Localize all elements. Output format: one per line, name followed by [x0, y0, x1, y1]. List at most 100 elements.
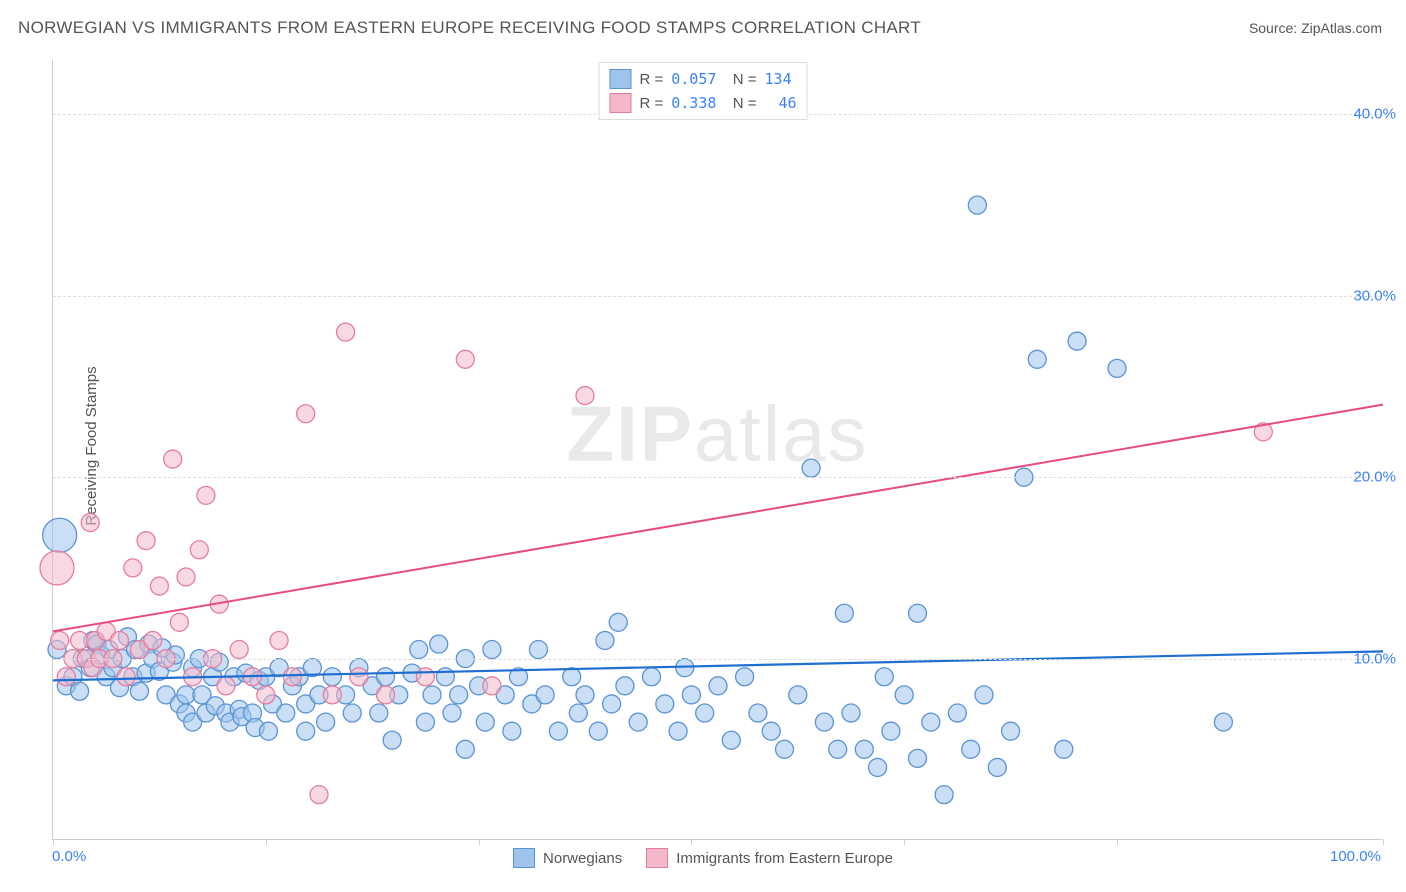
- data-point: [696, 704, 714, 722]
- data-point: [975, 686, 993, 704]
- data-point: [776, 740, 794, 758]
- data-point: [829, 740, 847, 758]
- data-point: [1055, 740, 1073, 758]
- data-point: [277, 704, 295, 722]
- data-point: [842, 704, 860, 722]
- data-point: [57, 668, 75, 686]
- source-link[interactable]: ZipAtlas.com: [1301, 20, 1382, 36]
- data-point: [875, 668, 893, 686]
- chart-container: NORWEGIAN VS IMMIGRANTS FROM EASTERN EUR…: [0, 0, 1406, 892]
- legend-swatch-blue: [609, 69, 631, 89]
- data-point: [111, 631, 129, 649]
- y-tick-label: 10.0%: [1353, 650, 1396, 667]
- data-point: [259, 722, 277, 740]
- gridline: [53, 296, 1382, 297]
- gridline: [53, 659, 1382, 660]
- data-point: [722, 731, 740, 749]
- data-point: [922, 713, 940, 731]
- data-point: [536, 686, 554, 704]
- gridline: [53, 477, 1382, 478]
- legend-n-value-1: 134: [765, 70, 792, 88]
- data-point: [456, 350, 474, 368]
- data-point: [563, 668, 581, 686]
- data-point: [217, 677, 235, 695]
- chart-title: NORWEGIAN VS IMMIGRANTS FROM EASTERN EUR…: [18, 18, 921, 38]
- data-point: [603, 695, 621, 713]
- legend-row-norwegians: R = 0.057 N = 134: [609, 67, 796, 91]
- data-point: [789, 686, 807, 704]
- data-point: [257, 686, 275, 704]
- x-tick: [1383, 839, 1384, 845]
- data-point: [416, 668, 434, 686]
- y-tick-label: 40.0%: [1353, 106, 1396, 123]
- data-point: [1068, 332, 1086, 350]
- legend-n-label-2: N =: [724, 95, 756, 112]
- legend-n-label: N =: [724, 71, 756, 88]
- data-point: [988, 758, 1006, 776]
- x-tick-label: 0.0%: [52, 848, 86, 865]
- data-point: [749, 704, 767, 722]
- data-point: [569, 704, 587, 722]
- data-point: [337, 323, 355, 341]
- data-point: [144, 631, 162, 649]
- data-point: [576, 387, 594, 405]
- x-tick: [691, 839, 692, 845]
- data-point: [450, 686, 468, 704]
- legend-label-immigrants: Immigrants from Eastern Europe: [676, 850, 893, 867]
- data-point: [197, 486, 215, 504]
- data-point: [529, 641, 547, 659]
- x-tick: [53, 839, 54, 845]
- data-point: [669, 722, 687, 740]
- data-point: [117, 668, 135, 686]
- data-point: [483, 641, 501, 659]
- data-point: [51, 631, 69, 649]
- x-tick: [904, 839, 905, 845]
- data-point: [190, 541, 208, 559]
- legend-swatch-pink-bottom: [646, 848, 668, 868]
- data-point: [350, 668, 368, 686]
- data-point: [589, 722, 607, 740]
- trend-line: [53, 405, 1383, 632]
- data-point: [81, 514, 99, 532]
- data-point: [909, 604, 927, 622]
- data-point: [643, 668, 661, 686]
- series-legend: Norwegians Immigrants from Eastern Europ…: [513, 848, 893, 868]
- data-point: [416, 713, 434, 731]
- data-point: [736, 668, 754, 686]
- x-tick: [479, 839, 480, 845]
- y-tick-label: 20.0%: [1353, 469, 1396, 486]
- data-point: [1214, 713, 1232, 731]
- data-point: [164, 450, 182, 468]
- legend-swatch-blue-bottom: [513, 848, 535, 868]
- legend-r-value-1: 0.057: [671, 70, 716, 88]
- data-point: [895, 686, 913, 704]
- data-point: [596, 631, 614, 649]
- data-point: [935, 786, 953, 804]
- data-point: [709, 677, 727, 695]
- data-point: [71, 682, 89, 700]
- data-point: [802, 459, 820, 477]
- y-tick-label: 30.0%: [1353, 287, 1396, 304]
- correlation-legend: R = 0.057 N = 134 R = 0.338 N = 46: [598, 62, 807, 120]
- data-point: [317, 713, 335, 731]
- data-point: [549, 722, 567, 740]
- data-point: [177, 686, 195, 704]
- data-point: [230, 641, 248, 659]
- data-point: [682, 686, 700, 704]
- data-point: [962, 740, 980, 758]
- data-point: [503, 722, 521, 740]
- data-point: [476, 713, 494, 731]
- data-point: [968, 196, 986, 214]
- data-point: [616, 677, 634, 695]
- data-point: [1108, 359, 1126, 377]
- data-point: [443, 704, 461, 722]
- legend-label-norwegians: Norwegians: [543, 850, 622, 867]
- data-point: [576, 686, 594, 704]
- legend-r-label: R =: [639, 71, 663, 88]
- data-point: [629, 713, 647, 731]
- data-point: [423, 686, 441, 704]
- data-point: [430, 635, 448, 653]
- legend-swatch-pink: [609, 93, 631, 113]
- data-point: [310, 786, 328, 804]
- source-attribution: Source: ZipAtlas.com: [1249, 20, 1382, 36]
